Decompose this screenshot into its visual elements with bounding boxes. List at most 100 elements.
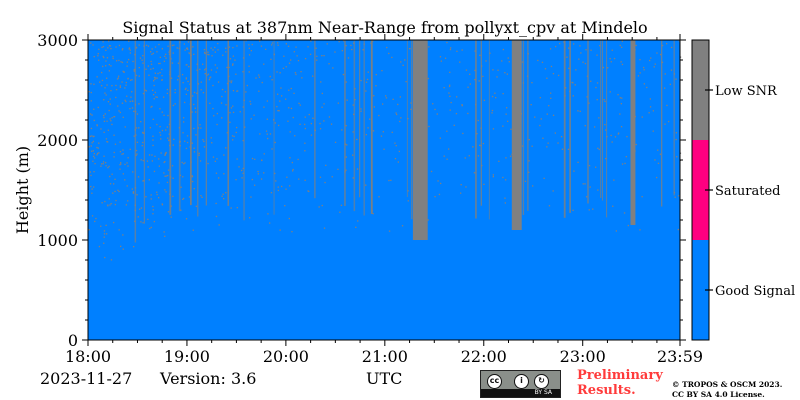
low-snr-speckle-787: [407, 190, 409, 192]
low-snr-speckle-566: [666, 104, 668, 107]
low-snr-speckle-497: [167, 45, 169, 47]
low-snr-speckle-95: [103, 155, 105, 157]
low-snr-speckle-860: [504, 197, 506, 199]
low-snr-speckle-601: [105, 49, 107, 51]
low-snr-speckle-279: [159, 134, 162, 136]
low-snr-speckle-425: [382, 131, 384, 133]
low-snr-speckle-217: [127, 165, 129, 167]
low-snr-speckle-1093: [295, 73, 297, 76]
low-snr-speckle-910: [108, 165, 110, 168]
low-snr-speckle-112: [168, 51, 170, 53]
low-snr-speckle-12: [482, 142, 485, 145]
low-snr-speckle-1189: [225, 47, 227, 49]
low-snr-speckle-600: [510, 128, 512, 130]
low-snr-speckle-98: [150, 68, 152, 70]
low-snr-speckle-753: [229, 121, 231, 123]
low-snr-speckle-387: [596, 99, 598, 101]
low-snr-speckle-745: [360, 110, 362, 112]
low-snr-speckle-139: [153, 98, 155, 100]
low-snr-speckle-77: [161, 79, 163, 81]
low-snr-speckle-33: [664, 73, 666, 75]
low-snr-speckle-416: [125, 81, 127, 84]
low-snr-speckle-83: [312, 117, 314, 119]
low-snr-speckle-563: [251, 157, 254, 160]
low-snr-speckle-19: [232, 64, 234, 66]
low-snr-speckle-881: [678, 40, 681, 42]
low-snr-speckle-653: [214, 64, 216, 66]
low-snr-speckle-1064: [241, 177, 243, 179]
low-snr-speckle-1175: [271, 42, 274, 44]
low-snr-speckle-912: [118, 44, 121, 47]
low-snr-speckle-450: [103, 56, 105, 59]
low-snr-speckle-839: [197, 127, 200, 129]
low-snr-speckle-603: [621, 46, 623, 48]
low-snr-speckle-526: [106, 141, 108, 143]
low-snr-speckle-154: [595, 166, 597, 168]
low-snr-speckle-1097: [449, 84, 451, 86]
low-snr-speckle-160: [110, 203, 112, 205]
low-snr-speckle-252: [375, 74, 377, 76]
low-snr-speckle-269: [133, 135, 135, 137]
low-snr-speckle-1143: [192, 229, 194, 231]
low-snr-speckle-392: [215, 71, 217, 73]
low-snr-speckle-1198: [200, 195, 202, 197]
low-snr-speckle-766: [648, 112, 650, 114]
low-snr-speckle-1006: [158, 158, 160, 160]
low-snr-speckle-253: [110, 90, 112, 92]
low-snr-speckle-442: [383, 148, 385, 150]
date-label: 2023-11-27: [40, 369, 133, 388]
low-snr-speckle-266: [367, 127, 369, 129]
low-snr-speckle-435: [183, 43, 185, 45]
low-snr-speckle-260: [142, 160, 144, 162]
low-snr-speckle-811: [193, 151, 196, 153]
low-snr-speckle-703: [238, 166, 240, 168]
low-snr-speckle-789: [236, 126, 238, 129]
low-snr-speckle-939: [639, 59, 641, 61]
low-snr-speckle-632: [259, 40, 261, 42]
low-snr-speckle-1114: [147, 166, 149, 168]
low-snr-speckle-358: [104, 92, 106, 94]
low-snr-speckle-650: [610, 61, 612, 63]
x-tick-label-5: 23:00: [560, 347, 606, 366]
low-snr-speckle-792: [482, 75, 484, 77]
low-snr-speckle-1007: [289, 131, 291, 133]
low-snr-speckle-486: [186, 141, 189, 144]
low-snr-speckle-287: [111, 85, 113, 87]
low-snr-speckle-849: [234, 59, 236, 61]
low-snr-speckle-543: [96, 154, 98, 156]
low-snr-speckle-53: [242, 172, 244, 174]
low-snr-speckle-230: [122, 234, 124, 236]
low-snr-speckle-734: [462, 132, 464, 135]
low-snr-speckle-492: [584, 183, 586, 185]
low-snr-speckle-1005: [148, 74, 150, 76]
low-snr-speckle-640: [119, 168, 121, 170]
low-snr-speckle-502: [242, 106, 244, 108]
low-snr-speckle-657: [191, 142, 193, 144]
low-snr-speckle-1194: [504, 72, 506, 74]
low-snr-speckle-1038: [153, 220, 155, 223]
low-snr-speckle-594: [279, 72, 281, 74]
low-snr-speckle-708: [664, 123, 666, 125]
low-snr-speckle-402: [154, 46, 157, 48]
low-snr-speckle-1141: [299, 104, 301, 106]
low-snr-speckle-1105: [439, 56, 442, 58]
low-snr-speckle-213: [474, 50, 476, 52]
low-snr-speckle-1010: [277, 42, 279, 44]
low-snr-speckle-462: [106, 120, 108, 122]
low-snr-speckle-1126: [93, 186, 95, 188]
low-snr-speckle-834: [133, 110, 135, 112]
low-snr-speckle-274: [211, 55, 213, 57]
cc-license-badge[interactable]: cc i ↻ BY SA: [480, 370, 561, 398]
low-snr-speckle-720: [675, 78, 677, 80]
low-snr-speckle-1008: [568, 67, 570, 69]
low-snr-speckle-1146: [97, 152, 99, 155]
low-snr-speckle-1172: [375, 85, 377, 87]
low-snr-speckle-947: [147, 218, 149, 220]
low-snr-speckle-589: [109, 45, 112, 47]
low-snr-streak-26: [406, 40, 408, 197]
low-snr-speckle-1072: [184, 49, 186, 51]
low-snr-speckle-702: [168, 133, 170, 135]
low-snr-speckle-972: [461, 105, 463, 107]
low-snr-speckle-239: [310, 40, 312, 42]
low-snr-speckle-1104: [124, 126, 126, 128]
